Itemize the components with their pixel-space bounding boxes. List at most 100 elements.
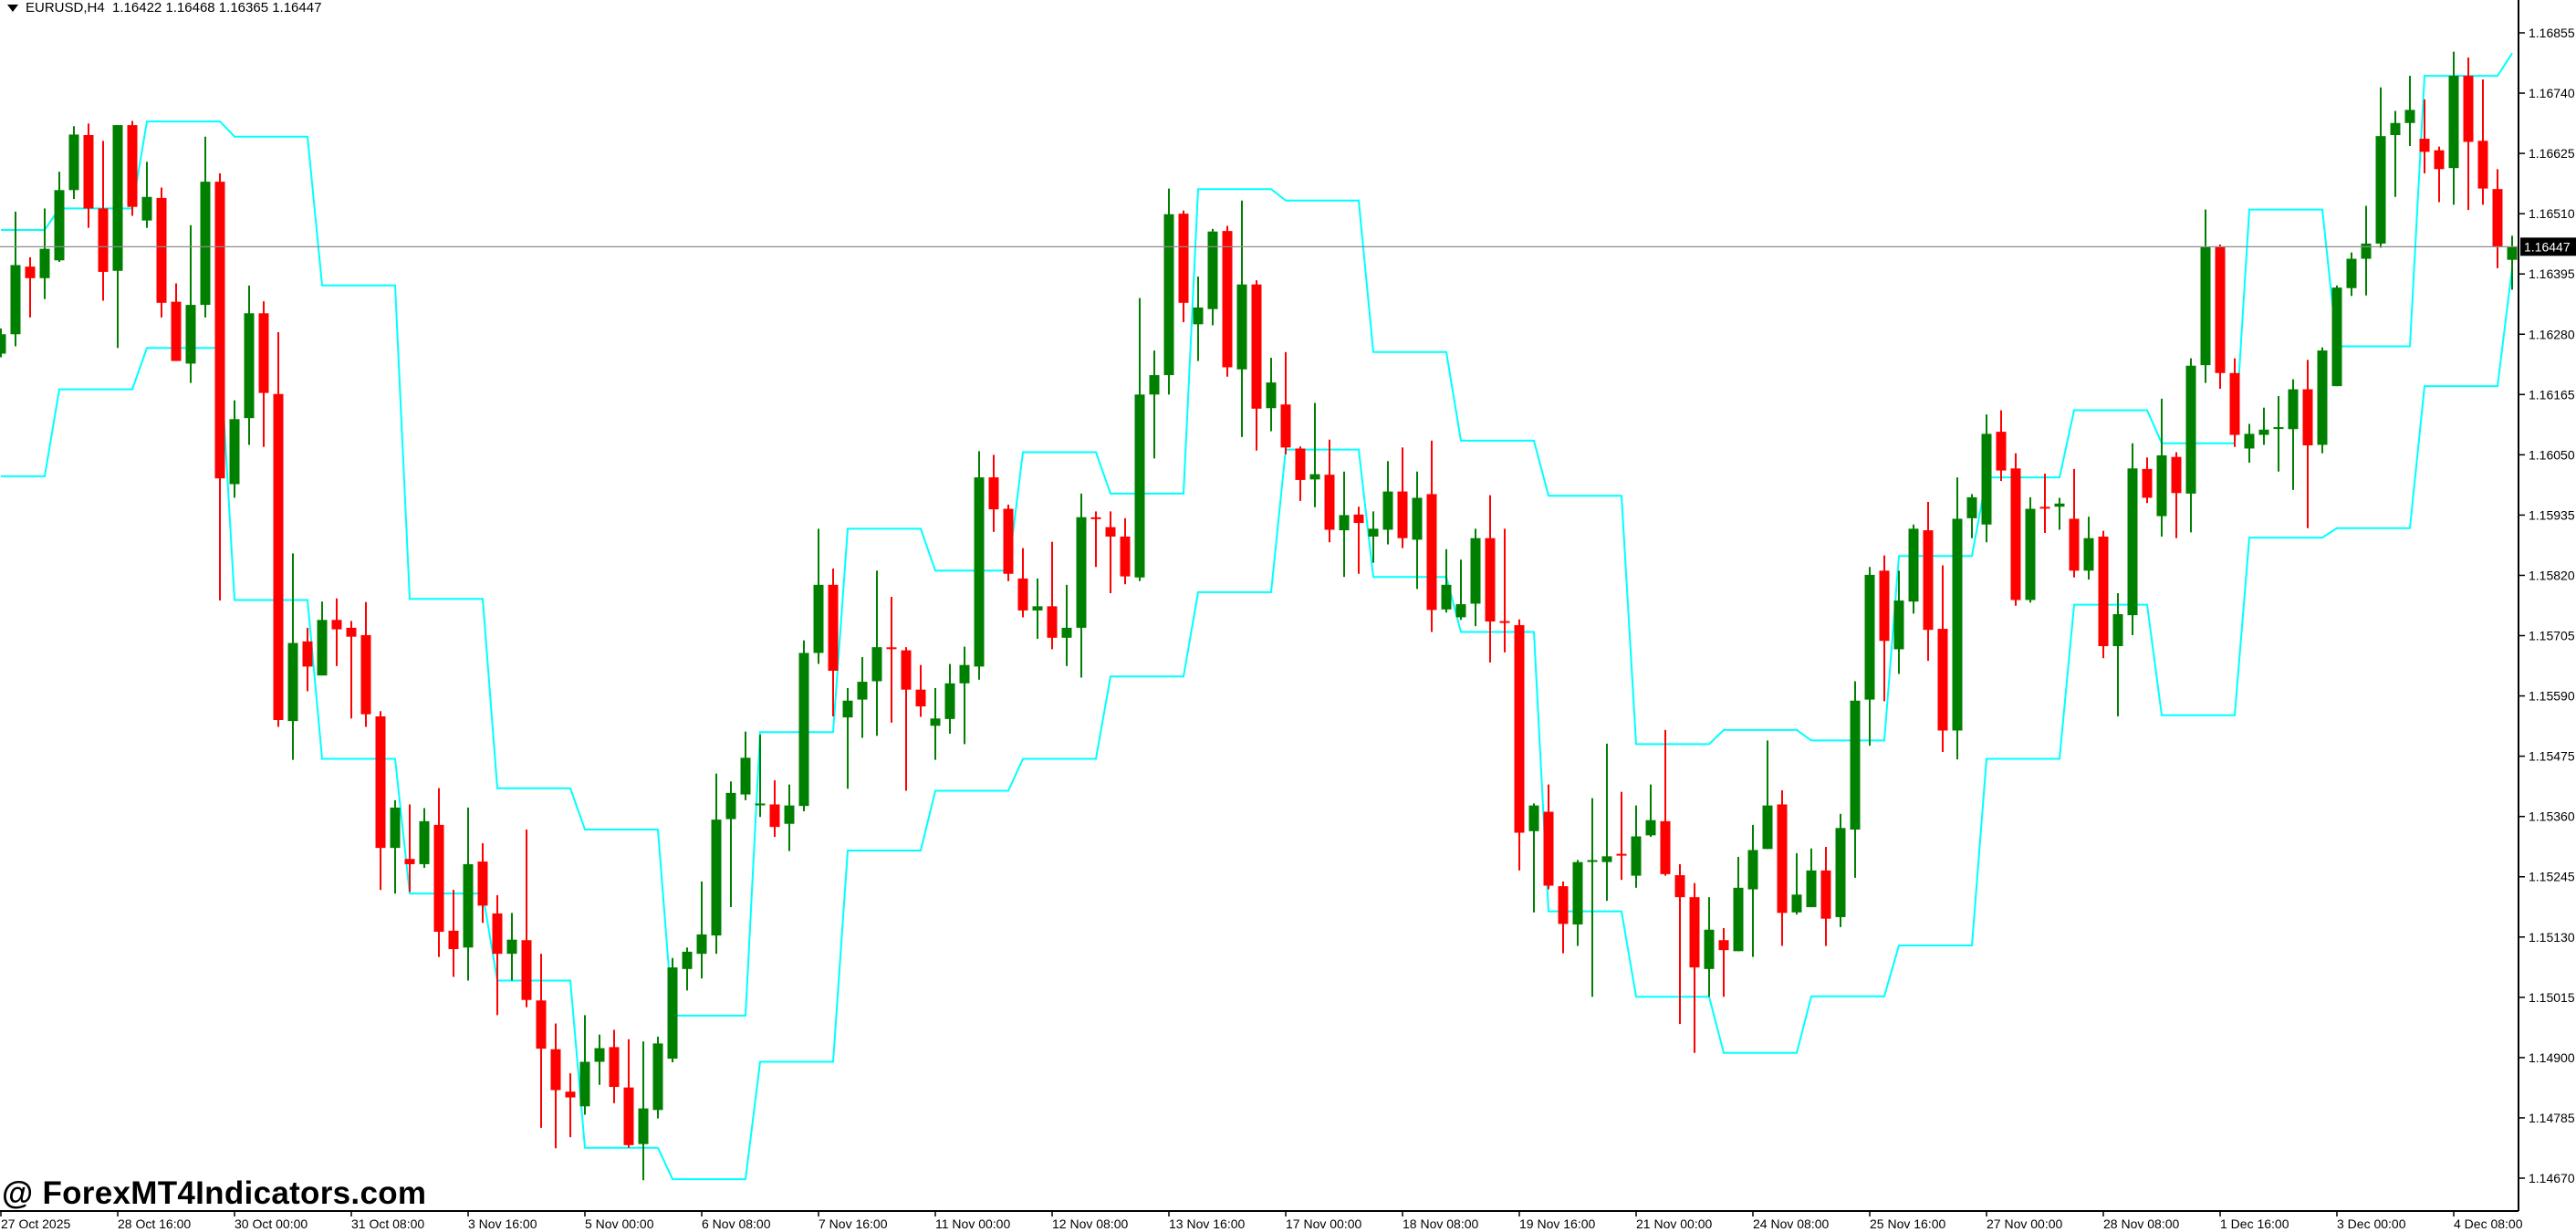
candle-body (1981, 433, 1992, 525)
bearish-candle (1718, 928, 1729, 997)
candle-body (769, 804, 780, 828)
candle-body (331, 620, 342, 630)
bullish-candle (579, 1015, 590, 1115)
candle-body (2434, 150, 2445, 170)
triangle-down-icon[interactable] (7, 5, 18, 13)
candle-body (2098, 536, 2109, 647)
upper-band-line (1, 52, 2513, 1017)
bullish-candle (0, 328, 6, 358)
bullish-candle (959, 646, 970, 745)
candle-body (667, 967, 678, 1060)
bearish-candle (2477, 79, 2488, 205)
candle-body (2375, 136, 2386, 244)
candle-body (2492, 189, 2503, 247)
candle-body (2054, 503, 2065, 507)
candle-body (1105, 527, 1116, 537)
bearish-candle (2215, 245, 2226, 389)
bullish-candle (2083, 517, 2094, 580)
candle-body (1645, 820, 1656, 836)
bullish-candle (594, 1034, 605, 1085)
bullish-candle (667, 957, 678, 1063)
candle-body (1601, 856, 1612, 862)
candle-body (141, 196, 152, 221)
bullish-candle (1587, 798, 1598, 997)
bullish-candle (2404, 76, 2415, 147)
candle-body (536, 1000, 547, 1049)
bearish-candle (258, 301, 269, 447)
time-axis[interactable]: 27 Oct 2025 28 Oct 16:00 30 Oct 00:00 31 Oc… (0, 1210, 2523, 1231)
price-axis[interactable]: 1.16855 1.16740 1.16625 1.16510 1.16395 1.162… (2518, 0, 2576, 1211)
price-tick-label: 1.15245 (2529, 870, 2575, 884)
bullish-candle (1412, 471, 1423, 590)
candle-body (1966, 496, 1977, 518)
bullish-candle (2448, 51, 2459, 205)
candle-body (360, 634, 371, 715)
bullish-candle (725, 781, 736, 908)
bearish-candle (1514, 619, 1525, 871)
bullish-candle (682, 947, 693, 991)
bearish-candle (433, 788, 444, 957)
bearish-candle (769, 780, 780, 838)
bullish-candle (930, 687, 941, 760)
price-tick-label: 1.15130 (2529, 930, 2575, 945)
time-tick-label: 5 Nov 00:00 (585, 1216, 654, 1231)
time-tick-label: 12 Nov 08:00 (1052, 1216, 1128, 1231)
candle-body (1485, 538, 1496, 622)
current-price-label: 1.16447 (2524, 239, 2571, 254)
bullish-candle (185, 224, 196, 383)
candle-body (1820, 870, 1831, 919)
time-tick-label: 6 Nov 08:00 (702, 1216, 771, 1231)
candle-body (258, 313, 269, 393)
candle-body (214, 182, 225, 479)
bullish-candle (54, 172, 65, 262)
candle-body (419, 820, 430, 864)
bullish-candle (1207, 228, 1218, 326)
bearish-candle (886, 597, 897, 723)
time-tick-label: 3 Nov 16:00 (468, 1216, 537, 1231)
bullish-candle (696, 881, 707, 979)
candle-body (2156, 454, 2167, 517)
candle-body (1266, 382, 1277, 409)
bullish-candle (1368, 511, 1379, 563)
bearish-candle (156, 187, 167, 318)
candle-body (2288, 389, 2299, 430)
candle-body (2331, 287, 2342, 387)
candle-body (521, 940, 532, 1000)
bullish-candle (2317, 347, 2328, 454)
candle-body (1937, 629, 1948, 731)
bullish-candle (2258, 407, 2269, 445)
bullish-candle (2361, 205, 2372, 296)
candle-body (506, 939, 517, 955)
candle-body (2142, 468, 2153, 498)
candle-body (287, 642, 298, 722)
candle-body (25, 266, 36, 278)
candle-body (2419, 139, 2430, 152)
bearish-candle (2010, 453, 2021, 606)
candle-body (2171, 456, 2182, 494)
candle-body (2185, 365, 2196, 494)
bullish-candle (419, 808, 430, 868)
bearish-candle (2492, 169, 2503, 268)
candle-body (463, 863, 474, 948)
bullish-candle (1908, 524, 1919, 614)
bullish-candle (1149, 350, 1160, 459)
price-tick-label: 1.14670 (2529, 1171, 2575, 1185)
candle-body (1616, 853, 1627, 856)
time-tick-label: 21 Nov 00:00 (1636, 1216, 1712, 1231)
time-tick-label: 3 Dec 00:00 (2337, 1216, 2406, 1231)
bullish-candle (1032, 578, 1043, 639)
bearish-candle (404, 804, 415, 893)
candle-body (1368, 528, 1379, 537)
candle-body (2507, 246, 2518, 260)
bullish-candle (1236, 200, 1247, 437)
bullish-candle (1645, 784, 1656, 838)
candle-body (390, 807, 401, 849)
candle-body (2463, 76, 2474, 142)
candle-body (185, 305, 196, 364)
bullish-candle (1893, 570, 1904, 674)
watermark: @ ForexMT4Indicators.com (2, 1175, 427, 1211)
bullish-candle (317, 601, 328, 676)
bullish-candle (1747, 824, 1758, 957)
candle-body (1923, 530, 1934, 631)
